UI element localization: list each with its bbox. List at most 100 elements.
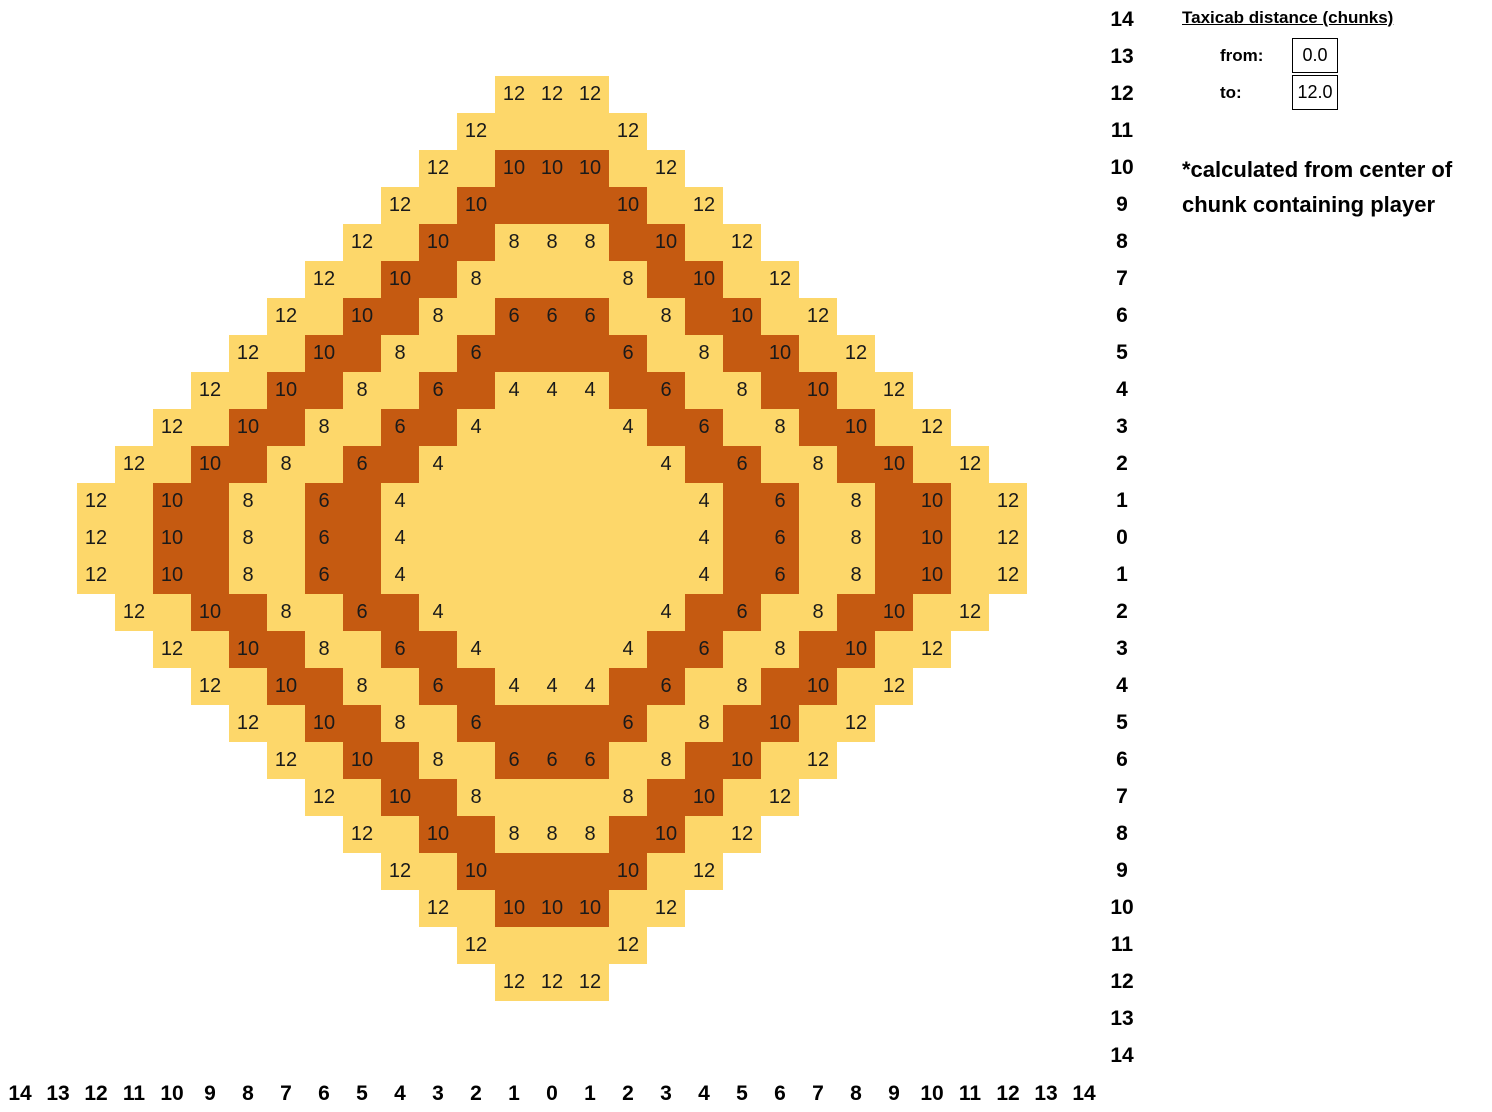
grid-cell: 8 (647, 741, 685, 779)
grid-cell (533, 445, 571, 483)
grid-cell (799, 408, 837, 446)
grid-cell: 4 (381, 556, 419, 594)
grid-cell (343, 778, 381, 816)
grid-cell: 10 (723, 297, 761, 335)
grid-cell (305, 741, 343, 779)
column-label: 8 (850, 1081, 862, 1105)
grid-cell (723, 334, 761, 372)
grid-cell (533, 556, 571, 594)
grid-cell: 12 (989, 556, 1027, 594)
grid-cell (495, 445, 533, 483)
column-label: 5 (736, 1081, 748, 1105)
column-label: 11 (958, 1081, 982, 1105)
grid-cell (419, 408, 457, 446)
grid-cell (723, 408, 761, 446)
grid-cell (913, 593, 951, 631)
grid-cell: 12 (495, 963, 533, 1001)
grid-cell (153, 445, 191, 483)
from-label: from: (1220, 46, 1264, 65)
grid-cell: 12 (761, 778, 799, 816)
column-label: 9 (204, 1081, 216, 1105)
grid-cell (153, 593, 191, 631)
grid-cell: 12 (229, 334, 267, 372)
grid-cell (609, 741, 647, 779)
row-label: 5 (1116, 341, 1128, 364)
grid-cell (267, 408, 305, 446)
from-field[interactable]: 0.0 (1292, 38, 1338, 73)
grid-cell: 10 (799, 371, 837, 409)
grid-cell: 12 (191, 371, 229, 409)
to-field[interactable]: 12.0 (1292, 75, 1338, 110)
grid-cell (609, 371, 647, 409)
row-label: 13 (1110, 45, 1134, 68)
grid-cell: 12 (723, 815, 761, 853)
grid-cell (191, 556, 229, 594)
grid-cell (609, 149, 647, 187)
grid-cell: 10 (875, 445, 913, 483)
grid-cell (609, 445, 647, 483)
grid-cell: 12 (229, 704, 267, 742)
grid-cell: 6 (495, 741, 533, 779)
grid-cell (419, 186, 457, 224)
grid-cell: 4 (647, 445, 685, 483)
row-label: 12 (1110, 970, 1134, 993)
grid-cell: 10 (913, 482, 951, 520)
grid-cell: 8 (609, 260, 647, 298)
grid-cell: 6 (495, 297, 533, 335)
grid-cell: 10 (457, 852, 495, 890)
grid-cell (571, 519, 609, 557)
grid-cell (495, 186, 533, 224)
grid-cell: 10 (571, 889, 609, 927)
grid-cell (609, 297, 647, 335)
grid-cell: 8 (229, 519, 267, 557)
grid-cell (609, 519, 647, 557)
grid-cell: 6 (761, 556, 799, 594)
grid-cell (457, 556, 495, 594)
grid-cell: 10 (685, 260, 723, 298)
grid-cell (571, 556, 609, 594)
grid-cell: 10 (191, 593, 229, 631)
grid-cell (571, 630, 609, 668)
to-label: to: (1220, 83, 1242, 102)
grid-cell (647, 556, 685, 594)
grid-cell (799, 334, 837, 372)
grid-cell: 6 (419, 371, 457, 409)
grid-cell (115, 556, 153, 594)
grid-cell: 12 (647, 889, 685, 927)
grid-cell: 8 (457, 260, 495, 298)
grid-cell: 12 (989, 519, 1027, 557)
grid-cell: 10 (153, 519, 191, 557)
grid-cell: 12 (913, 630, 951, 668)
column-label: 6 (318, 1081, 330, 1105)
grid-cell (609, 482, 647, 520)
grid-cell (723, 630, 761, 668)
grid-cell: 4 (495, 371, 533, 409)
grid-cell: 10 (495, 889, 533, 927)
grid-cell (381, 815, 419, 853)
grid-cell (951, 519, 989, 557)
grid-cell: 10 (647, 223, 685, 261)
grid-cell (571, 482, 609, 520)
grid-cell: 8 (799, 445, 837, 483)
grid-cell (647, 482, 685, 520)
grid-cell: 8 (343, 667, 381, 705)
grid-cell (267, 519, 305, 557)
grid-cell (495, 556, 533, 594)
grid-cell (343, 408, 381, 446)
column-label: 0 (546, 1081, 558, 1105)
column-label: 1 (508, 1081, 520, 1105)
grid-cell: 12 (77, 556, 115, 594)
row-label: 9 (1116, 193, 1128, 216)
row-label: 6 (1116, 304, 1128, 327)
grid-cell: 6 (723, 593, 761, 631)
grid-cell (799, 630, 837, 668)
grid-cell: 4 (571, 371, 609, 409)
grid-cell (571, 334, 609, 372)
grid-cell (495, 482, 533, 520)
column-label: 6 (774, 1081, 786, 1105)
grid-cell (685, 667, 723, 705)
grid-cell: 12 (267, 297, 305, 335)
grid-cell (495, 260, 533, 298)
grid-cell (457, 593, 495, 631)
grid-cell (723, 778, 761, 816)
